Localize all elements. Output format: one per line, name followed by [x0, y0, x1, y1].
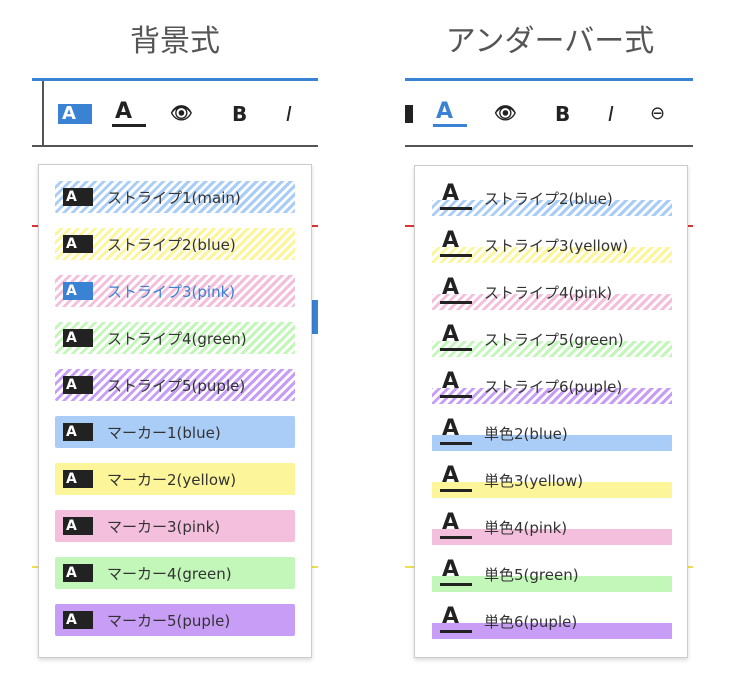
- background-highlight-icon: A: [63, 564, 93, 582]
- background-highlight-icon: A: [63, 282, 93, 300]
- underline-highlight-icon[interactable]: A: [433, 99, 467, 127]
- underline-band: [432, 482, 672, 498]
- underline-highlight-icon: A: [440, 182, 472, 210]
- link-icon[interactable]: ⊖: [650, 103, 666, 124]
- underline-highlight-icon: A: [440, 605, 472, 633]
- menu-item-label: ストライプ3(pink): [107, 282, 236, 301]
- menu-item-label: マーカー2(yellow): [107, 470, 237, 489]
- menu-item-label: ストライプ5(puple): [107, 376, 246, 395]
- underline-highlight-icon: A: [440, 558, 472, 586]
- menu-item[interactable]: A ストライプ2(blue): [432, 182, 672, 216]
- menu-item[interactable]: A マーカー1(blue): [55, 416, 295, 448]
- italic-button[interactable]: I: [286, 102, 292, 126]
- menu-item-label: ストライプ6(puple): [484, 377, 623, 396]
- background-highlight-icon[interactable]: A: [58, 103, 92, 124]
- menu-item[interactable]: A 単色4(pink): [432, 511, 672, 545]
- menu-item[interactable]: A 単色5(green): [432, 558, 672, 592]
- left-toolbar: A A 👁 B I: [32, 81, 318, 147]
- menu-item[interactable]: A 単色3(yellow): [432, 464, 672, 498]
- menu-item[interactable]: A 単色2(blue): [432, 417, 672, 451]
- left-dropdown-menu: A ストライプ1(main) A ストライプ2(blue) A ストライプ3(pink) A…: [38, 164, 312, 658]
- menu-item-label: 単色6(puple): [484, 612, 578, 631]
- menu-item[interactable]: A ストライプ2(blue): [55, 228, 295, 260]
- menu-item-label: マーカー1(blue): [107, 423, 221, 442]
- menu-item-label: ストライプ2(blue): [107, 235, 236, 254]
- right-toolbar: A 👁 B I ⊖: [405, 81, 693, 147]
- menu-item-label: ストライプ1(main): [107, 188, 241, 207]
- toolbar-divider: [42, 81, 44, 145]
- underline-highlight-icon: A: [440, 417, 472, 445]
- menu-item[interactable]: A ストライプ1(main): [55, 181, 295, 213]
- underline-band: [432, 529, 672, 545]
- menu-item[interactable]: A マーカー2(yellow): [55, 463, 295, 495]
- underline-highlight-icon: A: [440, 323, 472, 351]
- menu-item-label: 単色5(green): [484, 565, 579, 584]
- background-highlight-icon: A: [63, 470, 93, 488]
- menu-item[interactable]: A マーカー5(puple): [55, 604, 295, 636]
- menu-item-label: 単色4(pink): [484, 518, 568, 537]
- menu-item[interactable]: A ストライプ4(green): [55, 322, 295, 354]
- editor-blue-block: [312, 300, 318, 334]
- underline-band: [432, 200, 672, 216]
- menu-item[interactable]: A ストライプ3(yellow): [432, 229, 672, 263]
- underline-band: [432, 623, 672, 639]
- menu-item-label: マーカー4(green): [107, 564, 232, 583]
- background-highlight-icon[interactable]: [405, 105, 413, 123]
- editor-top-border: [405, 78, 693, 81]
- underline-band: [432, 576, 672, 592]
- eye-icon[interactable]: 👁: [494, 103, 517, 124]
- background-highlight-icon: A: [63, 517, 93, 535]
- underline-highlight-icon: A: [440, 276, 472, 304]
- underline-band: [432, 435, 672, 451]
- editor-top-border: [32, 78, 318, 81]
- eye-icon[interactable]: 👁: [170, 103, 193, 124]
- underline-band: [432, 388, 672, 404]
- menu-item-label: 単色3(yellow): [484, 471, 584, 490]
- underline-highlight-icon: A: [440, 464, 472, 492]
- underline-highlight-icon: A: [440, 229, 472, 257]
- underline-band: [432, 341, 672, 357]
- underline-highlight-icon: A: [440, 511, 472, 539]
- menu-item-label: ストライプ4(pink): [484, 283, 613, 302]
- menu-item[interactable]: A ストライプ5(green): [432, 323, 672, 357]
- underline-band: [432, 294, 672, 310]
- menu-item-label: 単色2(blue): [484, 424, 568, 443]
- menu-item-label: ストライプ2(blue): [484, 189, 613, 208]
- underline-highlight-icon: A: [440, 370, 472, 398]
- menu-item[interactable]: A ストライプ3(pink): [55, 275, 295, 307]
- background-highlight-icon: A: [63, 611, 93, 629]
- italic-button[interactable]: I: [608, 102, 614, 126]
- background-highlight-icon: A: [63, 376, 93, 394]
- right-title: アンダーバー式: [445, 24, 655, 59]
- underline-highlight-icon[interactable]: A: [112, 99, 146, 127]
- underline-band: [432, 247, 672, 263]
- background-highlight-icon: A: [63, 188, 93, 206]
- left-title: 背景式: [130, 24, 220, 59]
- right-dropdown-menu: A ストライプ2(blue) A ストライプ3(yellow) A ストライプ4(pink…: [414, 165, 688, 658]
- background-highlight-icon: A: [63, 235, 93, 253]
- menu-item[interactable]: A マーカー3(pink): [55, 510, 295, 542]
- menu-item[interactable]: A 単色6(puple): [432, 605, 672, 639]
- background-highlight-icon: A: [63, 329, 93, 347]
- menu-item-label: マーカー5(puple): [107, 611, 231, 630]
- menu-item[interactable]: A ストライプ5(puple): [55, 369, 295, 401]
- menu-item[interactable]: A マーカー4(green): [55, 557, 295, 589]
- background-highlight-icon: A: [63, 423, 93, 441]
- menu-item[interactable]: A ストライプ4(pink): [432, 276, 672, 310]
- menu-item-label: ストライプ5(green): [484, 330, 624, 349]
- menu-item[interactable]: A ストライプ6(puple): [432, 370, 672, 404]
- menu-item-label: ストライプ3(yellow): [484, 236, 629, 255]
- menu-item-label: ストライプ4(green): [107, 329, 247, 348]
- bold-button[interactable]: B: [555, 102, 571, 126]
- menu-item-label: マーカー3(pink): [107, 517, 221, 536]
- bold-button[interactable]: B: [232, 102, 248, 126]
